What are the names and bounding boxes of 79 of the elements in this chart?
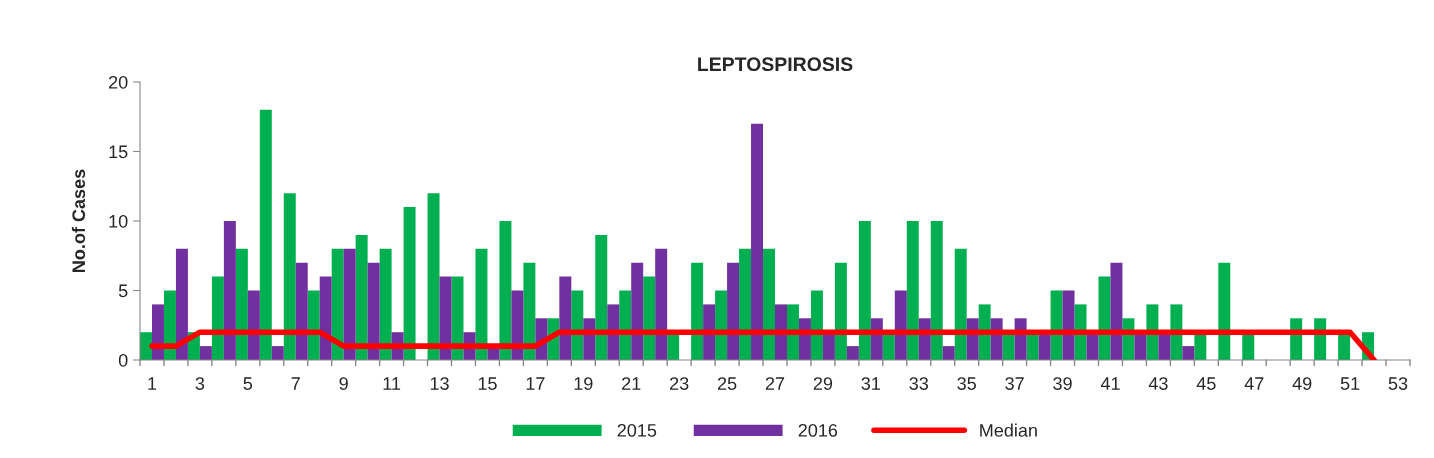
x-tick-label: 9 xyxy=(339,377,348,390)
x-tick-label: 47 xyxy=(1244,377,1264,390)
x-tick-label: 17 xyxy=(526,377,545,390)
bar xyxy=(930,221,943,360)
x-tick-label: 27 xyxy=(765,377,785,390)
y-tick-label: 15 xyxy=(109,145,128,159)
legend-label: 2015 xyxy=(617,423,657,437)
bar xyxy=(355,234,368,360)
x-tick-label: 25 xyxy=(717,377,737,390)
x-tick-label: 11 xyxy=(383,377,401,390)
x-tick-label: 1 xyxy=(148,377,157,390)
bar xyxy=(499,221,512,360)
bar xyxy=(211,276,224,360)
bar xyxy=(559,276,572,360)
legend-label: Median xyxy=(980,423,1037,437)
bar xyxy=(763,248,775,360)
bar xyxy=(727,262,740,360)
y-axis-title: No.of Cases xyxy=(71,169,86,272)
bar xyxy=(1182,346,1195,360)
bar xyxy=(283,193,296,360)
bar xyxy=(942,346,955,360)
bar xyxy=(1110,262,1123,360)
bar xyxy=(343,248,356,360)
x-tick-label: 15 xyxy=(478,377,497,390)
y-tick-label: 10 xyxy=(109,214,128,228)
bar xyxy=(403,207,416,360)
x-tick-label: 39 xyxy=(1053,377,1072,390)
bar xyxy=(199,346,212,360)
bar xyxy=(655,248,668,360)
y-tick-label: 20 xyxy=(109,75,128,89)
bar xyxy=(175,248,188,360)
bar xyxy=(331,248,344,360)
bar xyxy=(379,248,392,360)
bar xyxy=(954,248,967,360)
bar xyxy=(319,276,332,360)
bar xyxy=(739,248,752,360)
x-tick-label: 13 xyxy=(430,377,449,390)
bar xyxy=(595,234,608,360)
x-tick-label: 31 xyxy=(861,377,881,390)
x-tick-label: 7 xyxy=(291,377,300,390)
bar xyxy=(523,262,536,360)
bar xyxy=(235,248,248,360)
bar xyxy=(439,276,452,360)
bar xyxy=(1098,276,1111,360)
x-tick-label: 19 xyxy=(574,377,593,390)
bar xyxy=(475,248,488,360)
x-tick-label: 37 xyxy=(1005,377,1024,390)
chart-title: LEPTOSPIROSIS xyxy=(698,57,853,72)
bar xyxy=(858,221,871,360)
bar xyxy=(1218,262,1231,360)
bar xyxy=(631,262,644,360)
bar xyxy=(259,109,272,360)
bar xyxy=(223,221,236,360)
x-tick-label: 53 xyxy=(1388,377,1408,390)
x-tick-label: 51 xyxy=(1340,377,1360,390)
x-tick-label: 21 xyxy=(622,377,641,390)
x-tick-label: 23 xyxy=(670,377,689,390)
bar xyxy=(846,346,859,360)
bar xyxy=(271,346,284,360)
legend-label: 2016 xyxy=(798,423,838,437)
x-tick-label: 3 xyxy=(195,377,205,390)
bar xyxy=(691,262,704,360)
bar xyxy=(834,262,847,360)
bar xyxy=(427,193,440,360)
bar xyxy=(367,262,380,360)
bar xyxy=(643,276,656,360)
bar xyxy=(906,221,919,360)
x-tick-label: 43 xyxy=(1148,377,1168,390)
x-tick-label: 41 xyxy=(1100,377,1120,390)
x-tick-label: 35 xyxy=(957,377,976,390)
bar xyxy=(751,123,764,360)
x-tick-label: 29 xyxy=(813,377,833,390)
x-tick-label: 49 xyxy=(1292,377,1312,390)
bar xyxy=(295,262,308,360)
x-tick-label: 5 xyxy=(243,377,253,390)
x-tick-label: 33 xyxy=(909,377,929,390)
x-tick-label: 45 xyxy=(1196,377,1216,390)
y-tick-label: 0 xyxy=(118,353,128,367)
y-tick-label: 5 xyxy=(118,284,128,298)
